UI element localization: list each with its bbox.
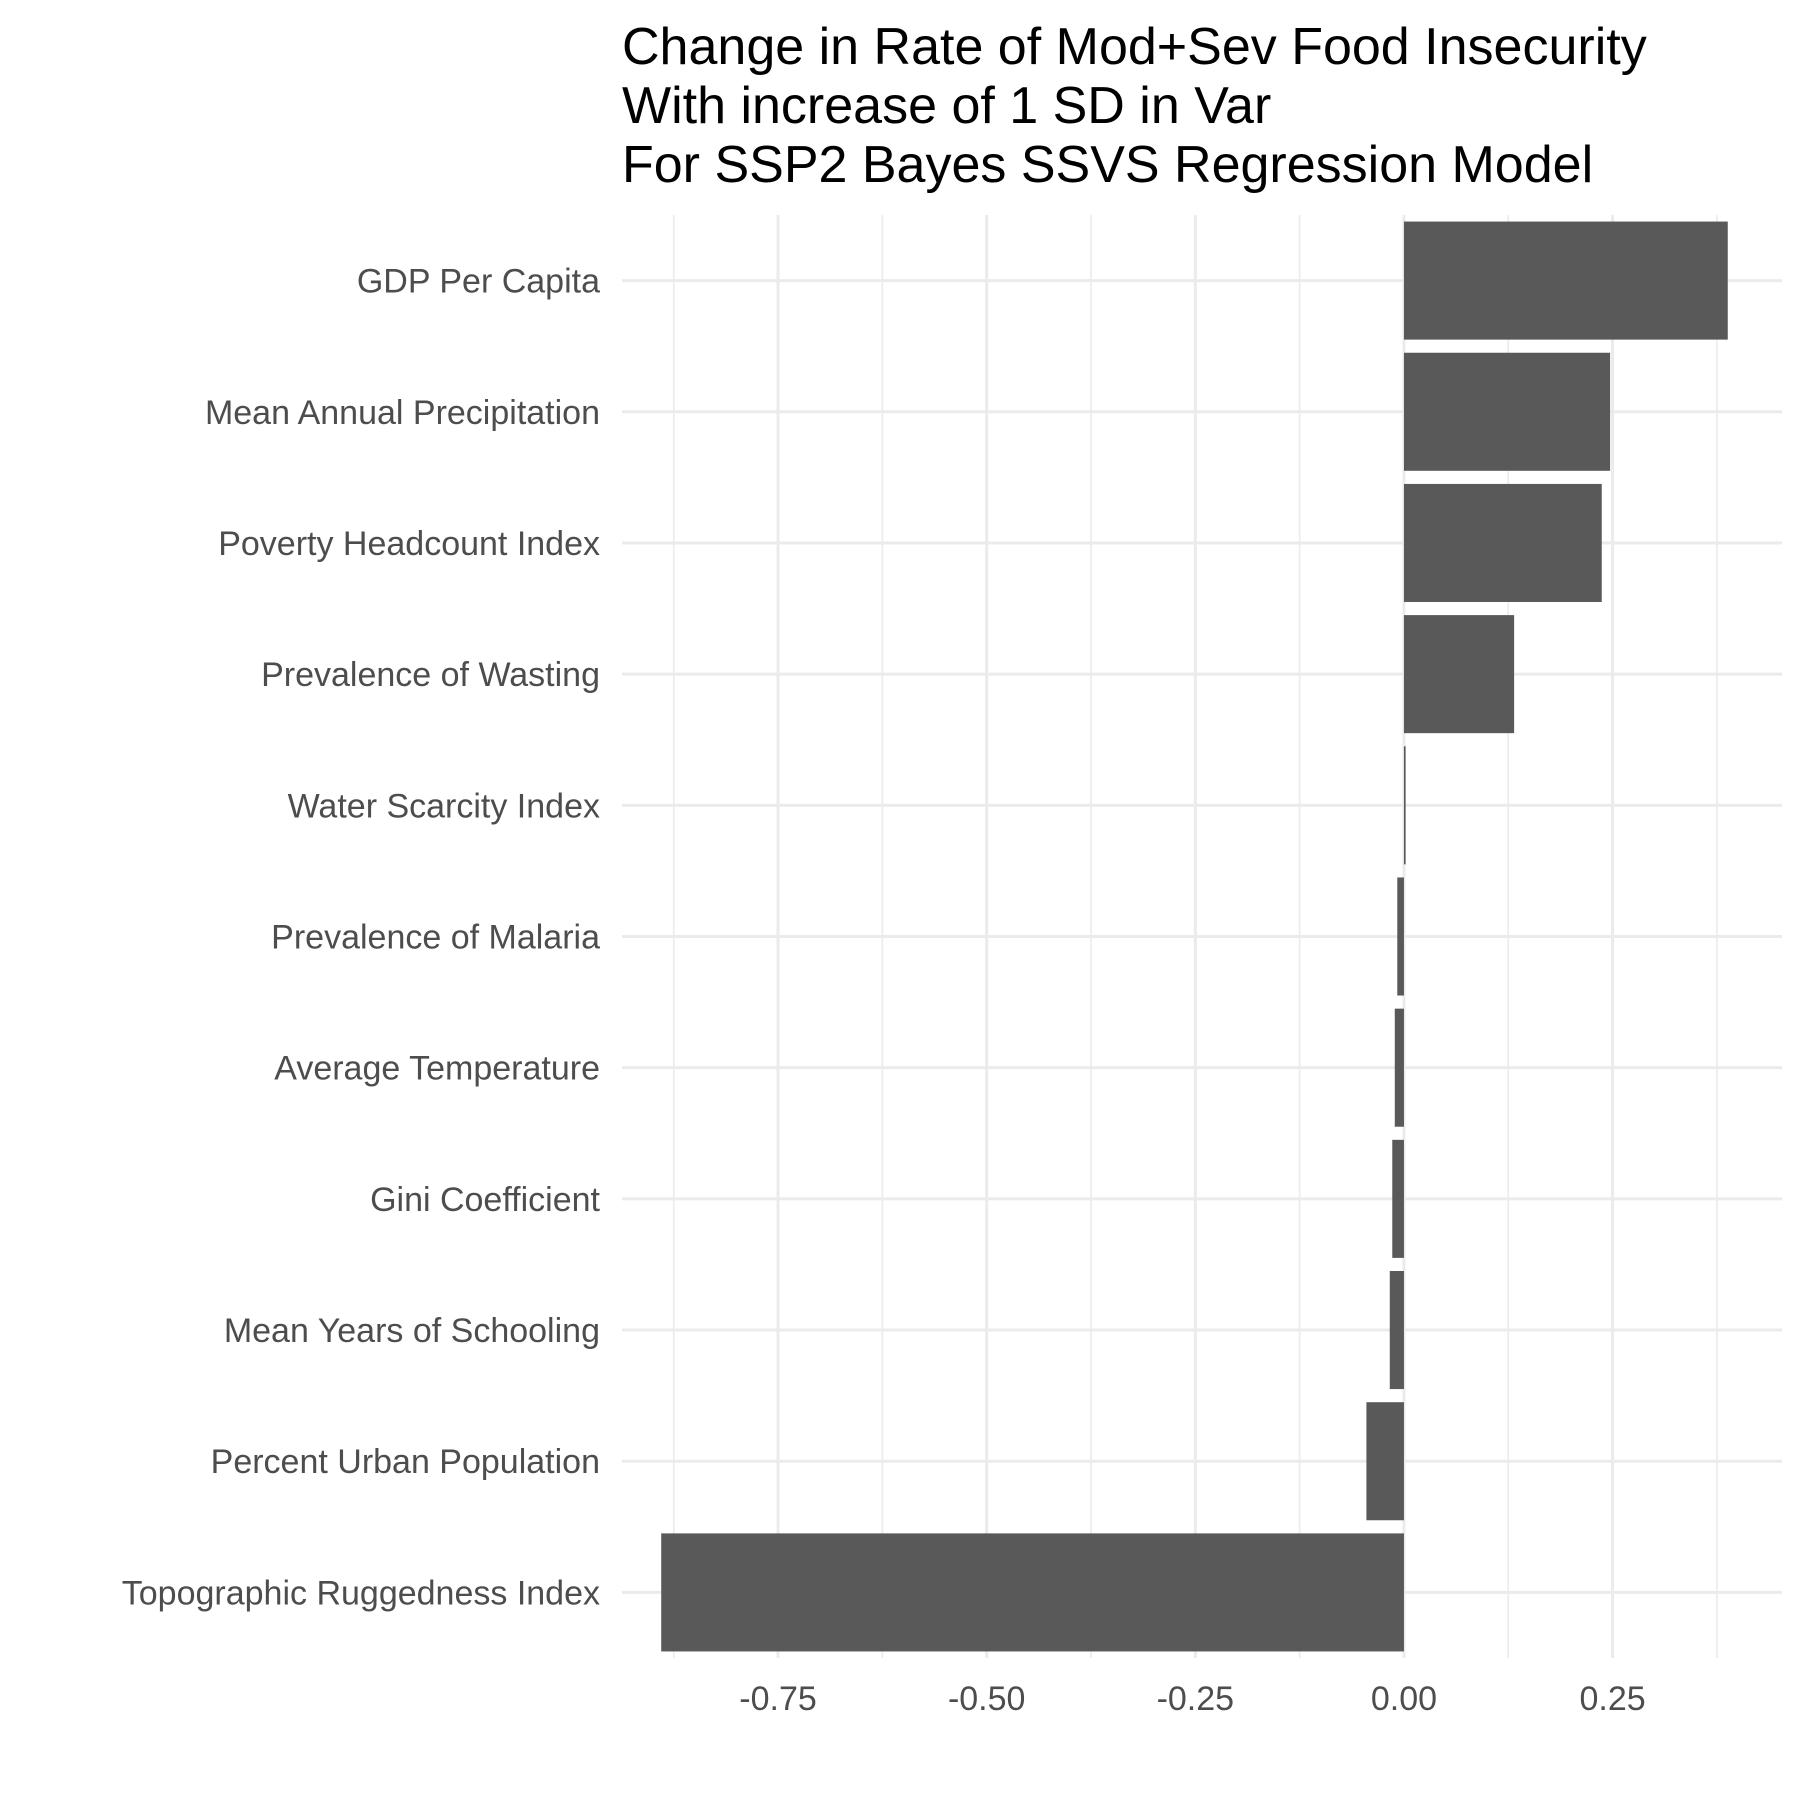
x-tick-label: -0.25 xyxy=(1157,1680,1235,1718)
bar xyxy=(1403,615,1515,734)
x-tick-labels: -0.75 -0.50 -0.25 0.00 0.25 xyxy=(739,1680,1645,1718)
chart-title: Change in Rate of Mod+Sev Food Insecurit… xyxy=(622,18,1647,194)
chart-title-line-1: Change in Rate of Mod+Sev Food Insecurit… xyxy=(622,18,1647,76)
y-tick-label: Gini Coefficient xyxy=(370,1181,600,1219)
bar xyxy=(1403,483,1602,602)
bar xyxy=(661,1533,1404,1652)
x-tick-label: -0.75 xyxy=(739,1680,817,1718)
bar xyxy=(1366,1402,1404,1521)
y-tick-label: Prevalence of Malaria xyxy=(271,919,600,957)
y-tick-label: GDP Per Capita xyxy=(357,263,600,301)
bar xyxy=(1392,1139,1404,1258)
bar xyxy=(1403,221,1728,340)
chart-title-line-3: For SSP2 Bayes SSVS Regression Model xyxy=(622,136,1593,194)
y-tick-label: Mean Years of Schooling xyxy=(224,1312,600,1350)
y-tick-label: Mean Annual Precipitation xyxy=(205,394,600,432)
x-tick-label: -0.50 xyxy=(948,1680,1026,1718)
y-tick-label: Poverty Headcount Index xyxy=(218,525,600,563)
bar xyxy=(1394,1008,1404,1127)
bar xyxy=(1389,1271,1404,1390)
y-tick-label: Topographic Ruggedness Index xyxy=(122,1574,600,1612)
y-tick-label: Percent Urban Population xyxy=(211,1443,600,1481)
bars-group xyxy=(661,221,1728,1652)
y-tick-label: Prevalence of Wasting xyxy=(261,656,600,694)
x-tick-label: 0.25 xyxy=(1579,1680,1645,1718)
bar xyxy=(1397,877,1404,996)
category-labels: GDP Per Capita Mean Annual Precipitation P… xyxy=(122,263,601,1613)
y-tick-label: Water Scarcity Index xyxy=(288,787,600,825)
chart-title-line-2: With increase of 1 SD in Var xyxy=(622,77,1271,135)
x-tick-label: 0.00 xyxy=(1371,1680,1437,1718)
y-tick-label: Average Temperature xyxy=(274,1050,600,1088)
bar xyxy=(1403,352,1611,471)
bar xyxy=(1403,746,1406,865)
